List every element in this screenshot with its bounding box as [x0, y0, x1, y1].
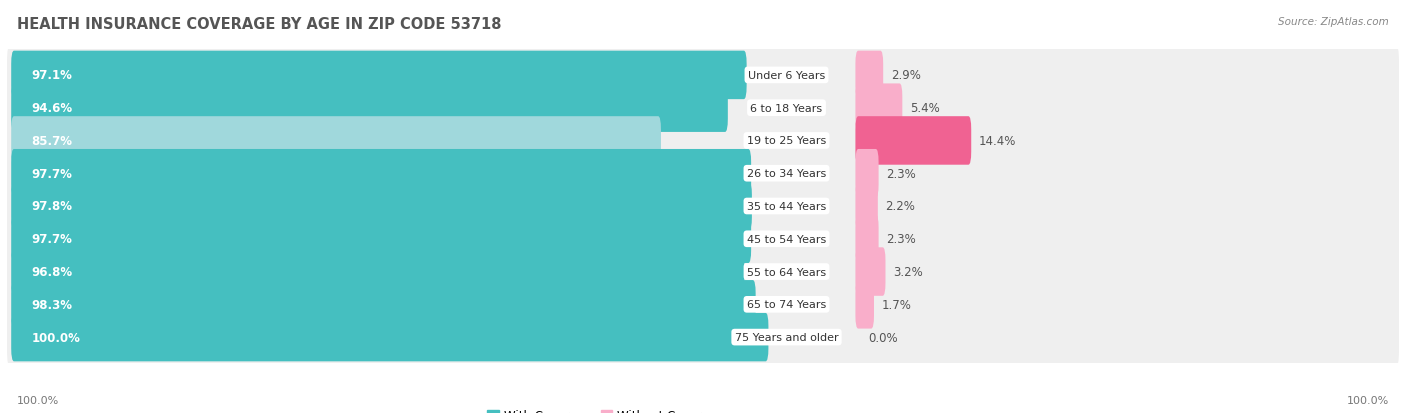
Text: 19 to 25 Years: 19 to 25 Years	[747, 136, 827, 146]
Text: 94.6%: 94.6%	[31, 102, 73, 115]
Text: 2.9%: 2.9%	[891, 69, 921, 82]
Text: 96.8%: 96.8%	[31, 266, 73, 278]
Text: 65 to 74 Years: 65 to 74 Years	[747, 299, 827, 310]
Text: HEALTH INSURANCE COVERAGE BY AGE IN ZIP CODE 53718: HEALTH INSURANCE COVERAGE BY AGE IN ZIP …	[17, 17, 502, 31]
Text: 100.0%: 100.0%	[31, 331, 80, 344]
FancyBboxPatch shape	[7, 275, 1399, 335]
FancyBboxPatch shape	[855, 52, 883, 100]
Text: 97.1%: 97.1%	[31, 69, 72, 82]
Text: Under 6 Years: Under 6 Years	[748, 71, 825, 81]
Text: 14.4%: 14.4%	[979, 135, 1017, 147]
Text: 75 Years and older: 75 Years and older	[735, 332, 838, 342]
Text: 100.0%: 100.0%	[17, 395, 59, 405]
FancyBboxPatch shape	[7, 242, 1399, 302]
Text: 26 to 34 Years: 26 to 34 Years	[747, 169, 827, 179]
FancyBboxPatch shape	[11, 52, 747, 100]
FancyBboxPatch shape	[855, 215, 879, 263]
Text: 3.2%: 3.2%	[893, 266, 922, 278]
FancyBboxPatch shape	[11, 182, 752, 231]
FancyBboxPatch shape	[11, 84, 728, 133]
Text: 98.3%: 98.3%	[31, 298, 72, 311]
FancyBboxPatch shape	[11, 150, 751, 198]
FancyBboxPatch shape	[855, 84, 903, 133]
Text: 97.7%: 97.7%	[31, 167, 72, 180]
Text: 35 to 44 Years: 35 to 44 Years	[747, 202, 827, 211]
Text: 6 to 18 Years: 6 to 18 Years	[751, 103, 823, 114]
Legend: With Coverage, Without Coverage: With Coverage, Without Coverage	[482, 404, 728, 413]
FancyBboxPatch shape	[11, 215, 751, 263]
Text: 2.3%: 2.3%	[886, 167, 915, 180]
FancyBboxPatch shape	[7, 176, 1399, 237]
Text: 2.2%: 2.2%	[886, 200, 915, 213]
FancyBboxPatch shape	[855, 150, 879, 198]
Text: 97.7%: 97.7%	[31, 233, 72, 246]
FancyBboxPatch shape	[855, 117, 972, 165]
FancyBboxPatch shape	[11, 280, 755, 329]
Text: 45 to 54 Years: 45 to 54 Years	[747, 234, 827, 244]
FancyBboxPatch shape	[7, 111, 1399, 171]
Text: 55 to 64 Years: 55 to 64 Years	[747, 267, 827, 277]
FancyBboxPatch shape	[7, 78, 1399, 138]
FancyBboxPatch shape	[11, 313, 769, 361]
Text: 1.7%: 1.7%	[882, 298, 911, 311]
FancyBboxPatch shape	[855, 182, 877, 231]
Text: 0.0%: 0.0%	[869, 331, 898, 344]
FancyBboxPatch shape	[11, 117, 661, 165]
Text: 85.7%: 85.7%	[31, 135, 72, 147]
FancyBboxPatch shape	[7, 144, 1399, 204]
FancyBboxPatch shape	[7, 46, 1399, 106]
FancyBboxPatch shape	[7, 307, 1399, 368]
FancyBboxPatch shape	[11, 248, 744, 296]
Text: Source: ZipAtlas.com: Source: ZipAtlas.com	[1278, 17, 1389, 26]
Text: 100.0%: 100.0%	[1347, 395, 1389, 405]
FancyBboxPatch shape	[855, 280, 875, 329]
FancyBboxPatch shape	[855, 248, 886, 296]
Text: 5.4%: 5.4%	[910, 102, 939, 115]
FancyBboxPatch shape	[7, 209, 1399, 269]
Text: 2.3%: 2.3%	[886, 233, 915, 246]
Text: 97.8%: 97.8%	[31, 200, 72, 213]
